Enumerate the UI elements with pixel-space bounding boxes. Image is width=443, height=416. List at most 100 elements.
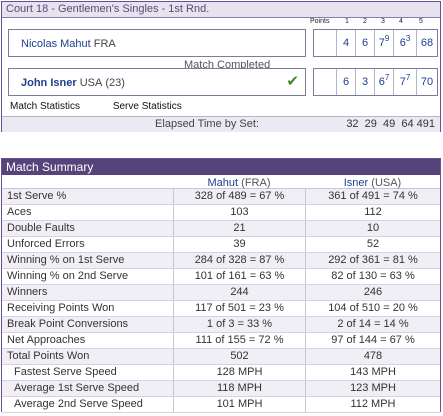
player-1-column-head: Mahut (FRA)	[173, 176, 305, 190]
player-1-name[interactable]: Nicolas Mahut	[21, 38, 91, 50]
stat-label: Aces	[7, 206, 32, 218]
table-row: Total Points Won 502 478	[2, 349, 440, 365]
player-1-stat-value: 128 MPH	[173, 365, 305, 380]
player-2-stat-value: 143 MPH	[305, 365, 440, 380]
table-row: Aces 103 112	[2, 205, 440, 221]
player-2-name-line[interactable]: John Isner USA (23)	[21, 77, 125, 89]
table-row: Winning % on 1st Serve 284 of 328 = 87 % 2…	[2, 253, 440, 269]
player-2-head-country: (USA)	[371, 177, 402, 189]
stat-label: Winners	[7, 286, 48, 298]
player-1-set-2: 6	[355, 30, 374, 56]
player-2-stat-value: 82 of 130 = 63 %	[305, 269, 440, 284]
player-2-set-4: 77	[393, 69, 416, 95]
stat-label: Average 1st Serve Speed	[14, 382, 140, 394]
stat-label: Net Approaches	[7, 334, 86, 346]
player-2-stat-value: 52	[305, 237, 440, 252]
player-2-stat-value: 10	[305, 221, 440, 236]
elapsed-time-bar: Elapsed Time by Set: 32 29 49 64 491	[2, 116, 440, 132]
player-2-stat-value: 123 MPH	[305, 381, 440, 396]
player-1-stat-value: 39	[173, 237, 305, 252]
player-2-stat-value: 97 of 144 = 67 %	[305, 333, 440, 348]
player-2-seed: (23)	[105, 77, 125, 89]
player-2-box[interactable]: John Isner USA (23) ✔	[8, 68, 306, 96]
player-2-score-box: 6 3 67 77 70	[313, 68, 438, 96]
player-2-set-2: 3	[355, 69, 374, 95]
player-2-country: USA	[79, 77, 103, 89]
stat-label: 1st Serve %	[7, 190, 67, 202]
player-2-column-head: Isner (USA)	[305, 176, 440, 190]
stat-label: Unforced Errors	[7, 238, 85, 250]
elapsed-time-label: Elapsed Time by Set:	[155, 118, 259, 130]
player-1-score-box: 4 6 79 63 68	[313, 29, 438, 57]
player-1-stat-value: 111 of 155 = 72 %	[173, 333, 305, 348]
stat-label: Break Point Conversions	[7, 318, 129, 330]
stats-links: Match Statistics Serve Statistics	[10, 101, 212, 112]
player-1-country: FRA	[93, 38, 116, 50]
stat-label: Winning % on 2nd Serve	[7, 270, 129, 282]
player-2-head-name: Isner	[343, 177, 369, 189]
table-row: Double Faults 21 10	[2, 221, 440, 237]
player-1-head-country: (FRA)	[241, 177, 271, 189]
table-row: Receiving Points Won 117 of 501 = 23 % 104…	[2, 301, 440, 317]
match-statistics-link[interactable]: Match Statistics	[10, 101, 81, 112]
player-1-set-3: 79	[374, 30, 393, 56]
stat-label: Fastest Serve Speed	[14, 366, 117, 378]
match-summary-panel: Match Summary Mahut (FRA) Isner (USA) 1s…	[1, 158, 441, 413]
match-summary-rows: 1st Serve % 328 of 489 = 67 % 361 of 491 =…	[2, 189, 440, 413]
match-header: Court 18 - Gentlemen's Singles - 1st Rnd…	[2, 2, 440, 18]
stat-label: Double Faults	[7, 222, 75, 234]
player-1-set-4: 63	[393, 30, 416, 56]
player-1-head-name: Mahut	[207, 177, 239, 189]
player-1-points-cell	[314, 30, 336, 56]
set-2-label: 2	[363, 18, 367, 25]
player-1-stat-value: 118 MPH	[173, 381, 305, 396]
stat-label: Winning % on 1st Serve	[7, 254, 125, 266]
player-1-stat-value: 101 of 161 = 63 %	[173, 269, 305, 284]
player-2-stat-value: 2 of 14 = 14 %	[305, 317, 440, 332]
check-icon: ✔	[286, 73, 299, 90]
table-row: Net Approaches 111 of 155 = 72 % 97 of 144…	[2, 333, 440, 349]
player-1-stat-value: 101 MPH	[173, 397, 305, 412]
player-2-stat-value: 292 of 361 = 81 %	[305, 253, 440, 268]
table-row: Unforced Errors 39 52	[2, 237, 440, 253]
set-4-label: 4	[399, 18, 403, 25]
points-column-label: Points	[310, 18, 330, 25]
match-title: Court 18 - Gentlemen's Singles - 1st Rnd…	[6, 3, 210, 15]
player-1-stat-value: 328 of 489 = 67 %	[173, 189, 305, 204]
stat-label: Total Points Won	[7, 350, 90, 362]
player-1-stat-value: 284 of 328 = 87 %	[173, 253, 305, 268]
set-1-label: 1	[345, 18, 349, 25]
scoreboard-panel: Court 18 - Gentlemen's Singles - 1st Rnd…	[1, 1, 441, 132]
match-summary-header-row: Mahut (FRA) Isner (USA)	[2, 175, 440, 189]
table-row: Break Point Conversions 1 of 3 = 33 % 2 of…	[2, 317, 440, 333]
player-1-set-1: 4	[336, 30, 355, 56]
table-row: Fastest Serve Speed 128 MPH 143 MPH	[2, 365, 440, 381]
player-2-name[interactable]: John Isner	[21, 77, 77, 89]
table-row: Winners 244 246	[2, 285, 440, 301]
table-row: 1st Serve % 328 of 489 = 67 % 361 of 491 =…	[2, 189, 440, 205]
player-2-set-3: 67	[374, 69, 393, 95]
player-1-box[interactable]: Nicolas Mahut FRA	[8, 29, 306, 57]
player-1-set-5: 68	[416, 30, 437, 56]
player-2-stat-value: 361 of 491 = 74 %	[305, 189, 440, 204]
player-1-stat-value: 1 of 3 = 33 %	[173, 317, 305, 332]
player-1-stat-value: 117 of 501 = 23 %	[173, 301, 305, 316]
player-1-stat-value: 103	[173, 205, 305, 220]
set-3-label: 3	[381, 18, 385, 25]
table-row: Average 1st Serve Speed 118 MPH 123 MPH	[2, 381, 440, 397]
table-row: Average 2nd Serve Speed 101 MPH 112 MPH	[2, 397, 440, 413]
player-2-stat-value: 478	[305, 349, 440, 364]
player-2-stat-value: 104 of 510 = 20 %	[305, 301, 440, 316]
stat-label: Receiving Points Won	[7, 302, 115, 314]
player-2-points-cell	[314, 69, 336, 95]
player-1-stat-value: 244	[173, 285, 305, 300]
player-2-stat-value: 112 MPH	[305, 397, 440, 412]
elapsed-time-values: 32 29 49 64 491	[346, 118, 435, 130]
score-column-headers: Points 1 2 3 4 5	[2, 18, 440, 28]
player-1-name-line[interactable]: Nicolas Mahut FRA	[21, 38, 116, 50]
set-5-label: 5	[419, 18, 423, 25]
player-1-stat-value: 21	[173, 221, 305, 236]
player-2-stat-value: 246	[305, 285, 440, 300]
serve-statistics-link[interactable]: Serve Statistics	[112, 101, 182, 112]
player-1-stat-value: 502	[173, 349, 305, 364]
